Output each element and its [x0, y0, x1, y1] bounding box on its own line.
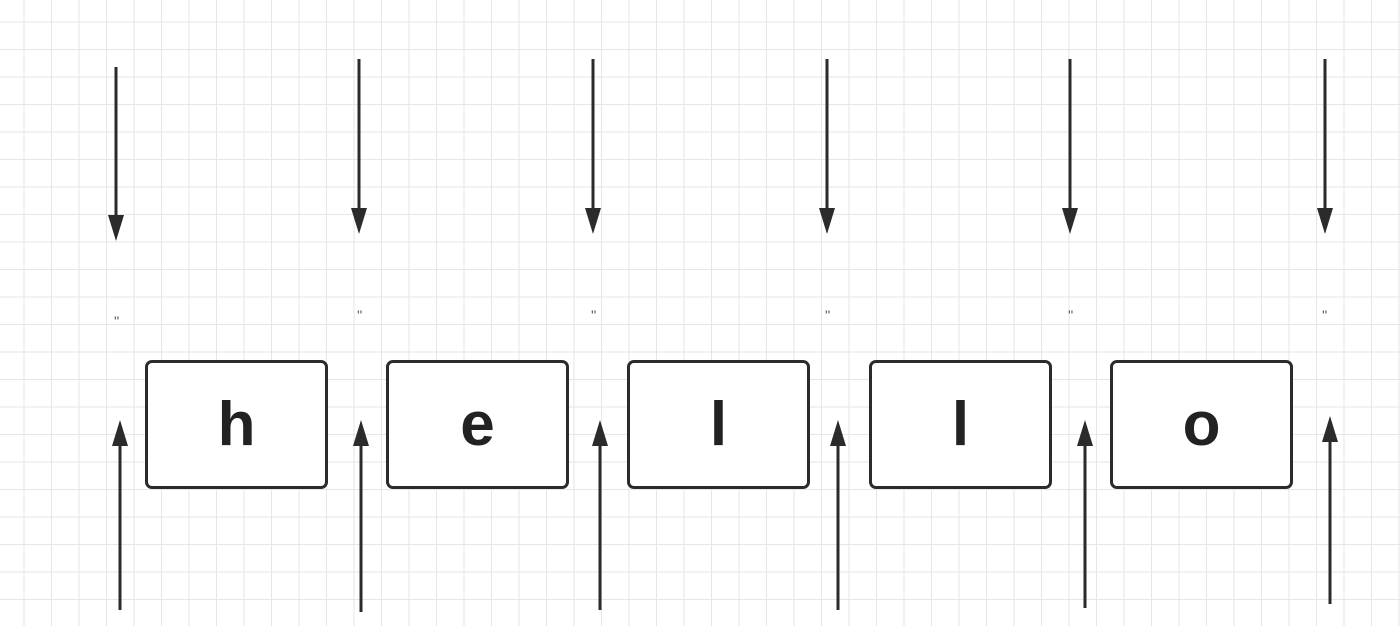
down-arrowhead-icon — [1317, 208, 1333, 234]
down-arrowhead-icon — [108, 215, 124, 241]
down-arrowhead-icon — [1062, 208, 1078, 234]
up-arrowhead-icon — [353, 420, 369, 446]
up-arrowhead-icon — [592, 420, 608, 446]
char-box-l-2: l — [869, 360, 1052, 489]
empty-string-mark: '' — [1322, 307, 1328, 323]
up-arrowhead-icon — [1077, 420, 1093, 446]
empty-string-mark: '' — [357, 307, 363, 323]
down-arrowhead-icon — [819, 208, 835, 234]
char-box-h: h — [145, 360, 328, 489]
up-arrowhead-icon — [830, 420, 846, 446]
up-arrowhead-icon — [112, 420, 128, 446]
empty-string-mark: '' — [1068, 307, 1074, 323]
empty-string-mark: '' — [114, 313, 120, 329]
char-box-e: e — [386, 360, 569, 489]
char-box-o: o — [1110, 360, 1293, 489]
empty-string-mark: '' — [825, 307, 831, 323]
up-arrowhead-icon — [1322, 416, 1338, 442]
char-box-l: l — [627, 360, 810, 489]
empty-string-mark: '' — [591, 307, 597, 323]
down-arrowhead-icon — [585, 208, 601, 234]
down-arrowhead-icon — [351, 208, 367, 234]
